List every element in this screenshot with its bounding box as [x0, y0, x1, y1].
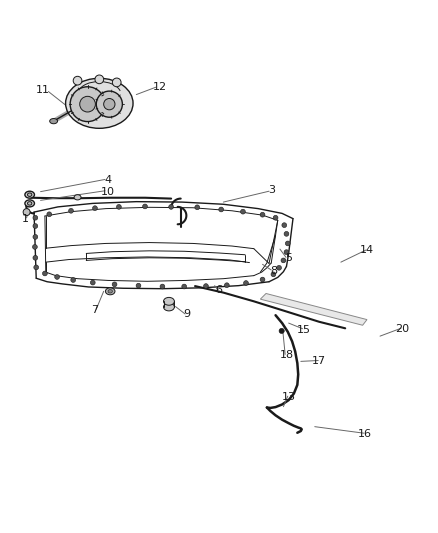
Circle shape [204, 284, 208, 288]
Circle shape [33, 224, 38, 229]
Text: 11: 11 [36, 85, 50, 95]
Text: 20: 20 [395, 324, 409, 334]
Circle shape [104, 99, 115, 110]
Circle shape [143, 204, 148, 209]
Circle shape [23, 208, 30, 215]
Ellipse shape [74, 195, 81, 200]
Circle shape [73, 76, 82, 85]
Circle shape [55, 274, 60, 279]
Circle shape [71, 278, 76, 282]
Text: 15: 15 [297, 325, 311, 335]
Circle shape [219, 207, 223, 212]
Circle shape [160, 284, 165, 289]
Text: 7: 7 [92, 305, 99, 315]
Circle shape [42, 271, 47, 276]
Circle shape [271, 272, 276, 277]
Circle shape [240, 209, 245, 214]
Ellipse shape [28, 201, 32, 205]
Circle shape [113, 78, 121, 87]
Circle shape [224, 283, 229, 288]
Ellipse shape [25, 200, 35, 207]
Circle shape [80, 96, 95, 112]
Circle shape [273, 215, 278, 220]
Ellipse shape [163, 303, 174, 311]
Text: 1: 1 [22, 214, 29, 224]
Circle shape [284, 250, 289, 255]
Circle shape [32, 245, 37, 249]
Circle shape [279, 328, 284, 334]
Text: 12: 12 [153, 82, 167, 92]
Circle shape [282, 223, 287, 228]
Ellipse shape [49, 118, 57, 124]
Circle shape [90, 280, 95, 285]
Circle shape [33, 255, 38, 260]
Circle shape [195, 205, 200, 209]
Circle shape [33, 235, 38, 239]
Text: 6: 6 [215, 286, 223, 295]
Circle shape [169, 205, 173, 209]
Circle shape [260, 212, 265, 217]
Text: 3: 3 [268, 185, 275, 195]
Ellipse shape [163, 297, 174, 305]
Circle shape [286, 241, 290, 246]
Circle shape [92, 206, 97, 211]
Text: 9: 9 [183, 309, 190, 319]
Circle shape [47, 212, 52, 217]
Text: 17: 17 [312, 357, 326, 366]
Ellipse shape [66, 78, 133, 128]
Ellipse shape [28, 193, 32, 197]
Circle shape [182, 284, 187, 289]
Text: 8: 8 [270, 266, 277, 276]
Circle shape [69, 208, 74, 213]
Text: 4: 4 [104, 175, 112, 185]
Text: 13: 13 [282, 392, 296, 402]
Circle shape [260, 277, 265, 282]
Circle shape [112, 282, 117, 287]
Text: 16: 16 [358, 429, 372, 439]
Circle shape [284, 231, 289, 236]
Circle shape [277, 265, 282, 270]
Circle shape [70, 87, 105, 122]
Circle shape [34, 265, 39, 270]
Ellipse shape [25, 191, 35, 198]
Ellipse shape [108, 289, 113, 293]
Ellipse shape [106, 288, 115, 295]
Circle shape [281, 258, 286, 263]
Circle shape [244, 281, 248, 286]
Text: 18: 18 [279, 350, 293, 360]
Text: 14: 14 [360, 245, 374, 255]
Circle shape [136, 283, 141, 288]
Polygon shape [260, 294, 367, 325]
Text: 10: 10 [101, 187, 115, 197]
Circle shape [95, 75, 104, 84]
Circle shape [33, 215, 38, 220]
Circle shape [96, 91, 122, 117]
Text: 5: 5 [285, 253, 292, 263]
Circle shape [117, 205, 121, 209]
